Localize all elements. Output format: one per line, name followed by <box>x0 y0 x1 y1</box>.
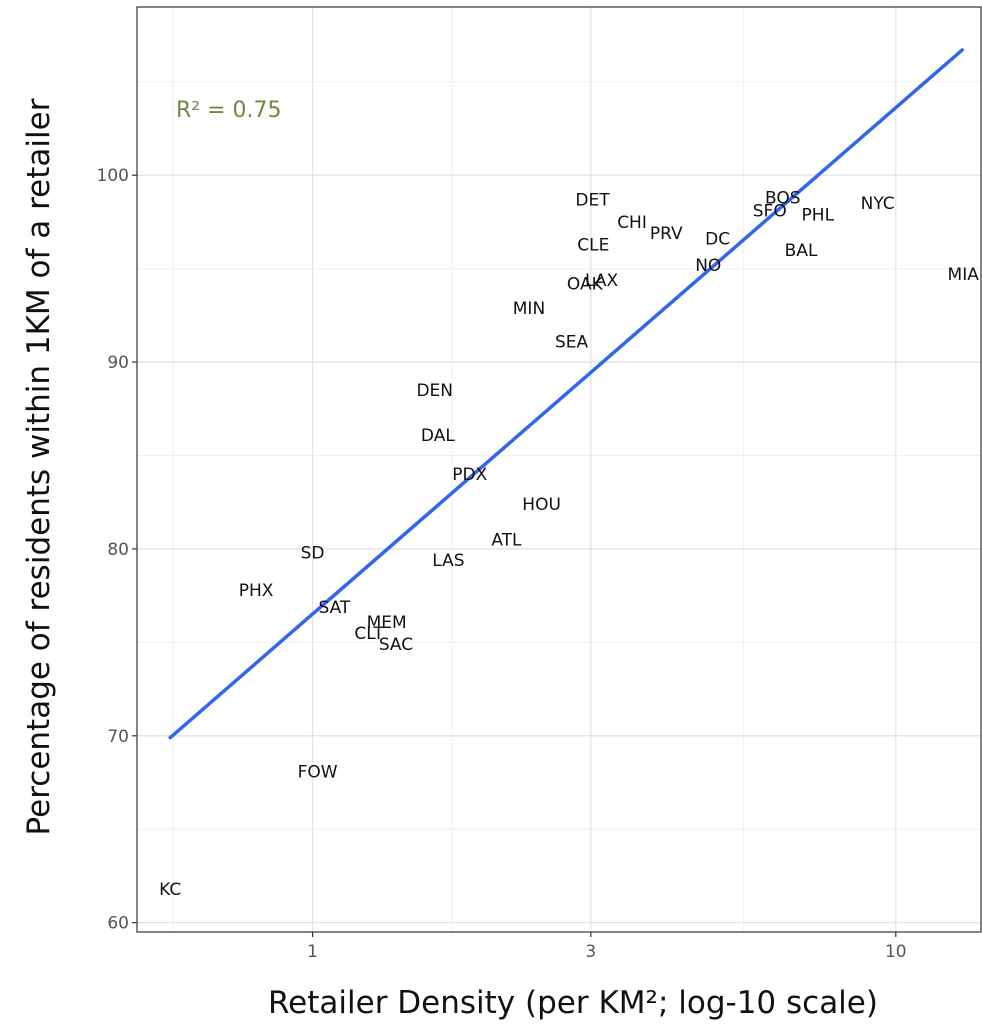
y-axis-label: Percentage of residents within 1KM of a … <box>21 98 57 835</box>
city-label-cle: CLE <box>577 235 609 255</box>
y-tick-label: 90 <box>107 353 129 373</box>
city-label-oak: OAK <box>567 275 604 295</box>
city-label-prv: PRV <box>650 224 683 244</box>
x-tick-label: 10 <box>885 942 907 962</box>
city-label-no: NO <box>695 256 721 276</box>
x-tick-label: 3 <box>585 942 596 962</box>
city-label-chi: CHI <box>617 213 647 233</box>
city-label-mem: MEM <box>367 613 407 633</box>
city-label-sac: SAC <box>379 635 413 655</box>
y-tick-label: 100 <box>97 166 129 186</box>
x-axis-label: Retailer Density (per KM²; log-10 scale) <box>268 985 878 1021</box>
city-label-clt: CLT <box>354 624 384 644</box>
city-label-fow: FOW <box>298 762 338 782</box>
regression-line <box>168 48 964 740</box>
city-label-det: DET <box>575 190 610 210</box>
city-label-kc: KC <box>159 880 181 900</box>
city-label-las: LAS <box>432 551 464 571</box>
city-label-hou: HOU <box>522 495 561 515</box>
city-label-phl: PHL <box>802 205 835 225</box>
city-label-den: DEN <box>416 381 453 401</box>
city-label-bos: BOS <box>765 189 801 209</box>
city-label-sd: SD <box>301 544 325 564</box>
city-label-phx: PHX <box>239 581 274 601</box>
x-axis-ticks: 1 3 10 <box>307 932 907 962</box>
y-tick-label: 60 <box>107 914 129 934</box>
city-label-sea: SEA <box>555 332 589 352</box>
y-axis-ticks: 60 70 80 90 100 <box>97 166 137 934</box>
city-label-sfo: SFO <box>753 202 787 222</box>
major-gridlines <box>137 7 981 932</box>
panel-border <box>136 6 982 933</box>
y-tick-label: 80 <box>107 540 129 560</box>
city-label-pdx: PDX <box>452 465 487 485</box>
city-label-dal: DAL <box>421 426 455 446</box>
city-label-min: MIN <box>513 299 545 319</box>
city-label-nyc: NYC <box>861 194 895 214</box>
y-tick-label: 70 <box>107 727 129 747</box>
city-label-bal: BAL <box>785 241 818 261</box>
city-label-sat: SAT <box>318 598 350 618</box>
city-label-lax: LAX <box>585 271 618 291</box>
city-label-dc: DC <box>705 230 730 250</box>
city-label-mia: MIA <box>948 265 980 285</box>
city-label-atl: ATL <box>491 531 522 551</box>
r-squared-annotation: R² = 0.75 <box>176 98 282 123</box>
x-tick-label: 1 <box>307 942 318 962</box>
